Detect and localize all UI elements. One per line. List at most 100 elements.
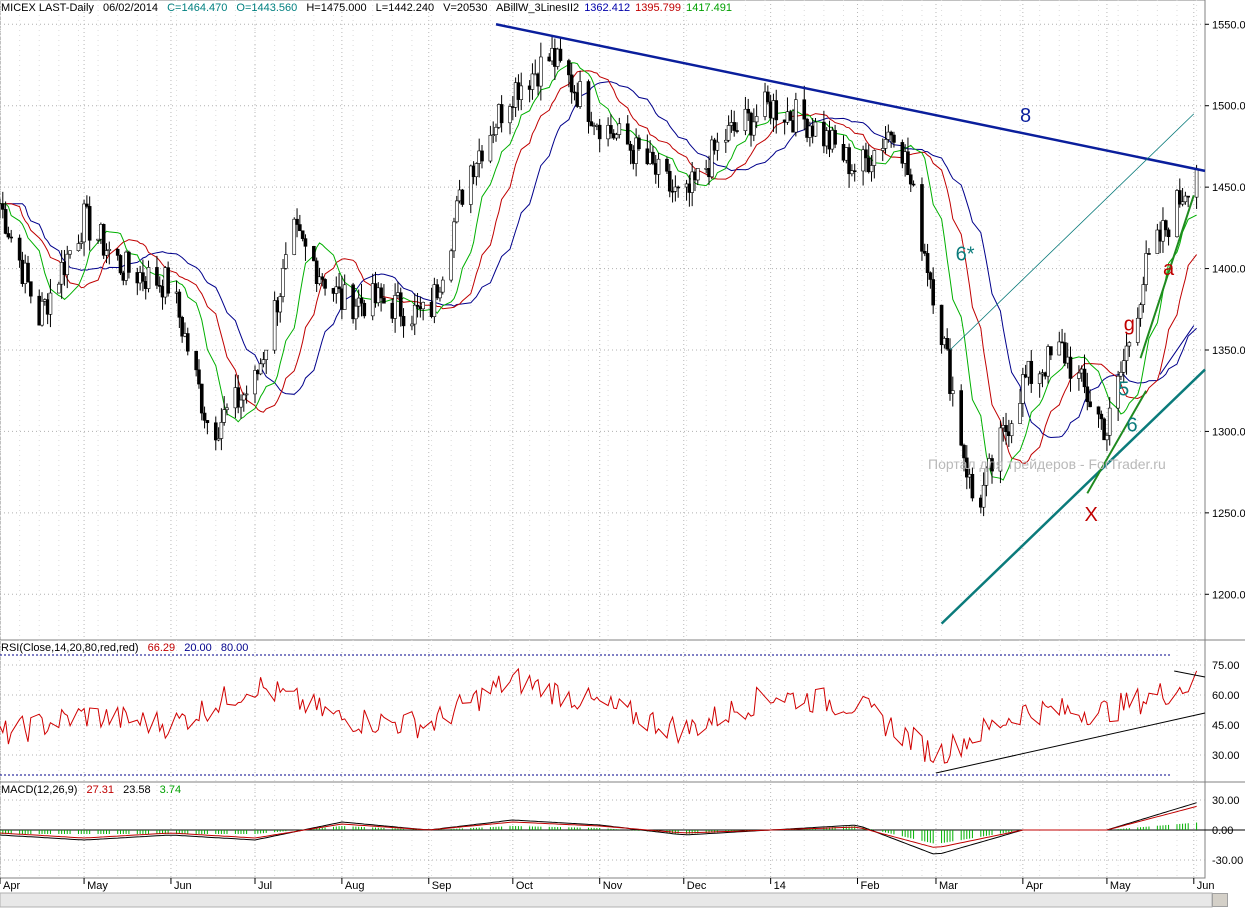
candle-body (754, 116, 759, 123)
candle-body (950, 390, 955, 394)
candle-body (1088, 401, 1092, 408)
indicator-name: ABillW_3LinesII2 (495, 2, 580, 14)
candle-body (1186, 195, 1190, 198)
candle-body (379, 287, 383, 299)
candle-body (494, 126, 498, 136)
candle-body (354, 305, 358, 320)
candle-body (474, 163, 479, 178)
candle-body (205, 420, 210, 424)
rsi-high: 80.00 (220, 642, 249, 654)
candle-body (959, 390, 963, 446)
candle-body (300, 230, 305, 239)
candle-body (438, 291, 442, 299)
rsi-value: 66.29 (147, 642, 176, 654)
candle-body (323, 279, 327, 289)
candle-body (984, 468, 989, 486)
candle-body (65, 253, 70, 276)
scroll-corner[interactable] (1212, 893, 1228, 907)
candle-body (869, 165, 874, 173)
candle-body (401, 315, 406, 327)
candle-body (222, 409, 226, 423)
candle-body (939, 304, 944, 346)
candle-body (1049, 346, 1053, 356)
candle-body (864, 149, 868, 159)
candle-body (194, 350, 198, 371)
candle-body (166, 267, 170, 294)
candle-body (197, 369, 201, 385)
candle-body (410, 323, 414, 327)
candle-body (1099, 413, 1104, 420)
wave-trendline (1159, 325, 1195, 375)
candle-body (298, 224, 302, 232)
candle-body (625, 123, 630, 145)
candle-body (670, 190, 675, 193)
candle-body (861, 149, 865, 172)
candle-body (558, 48, 563, 61)
candle-body (295, 218, 299, 225)
wave-label: 6 (1127, 414, 1138, 436)
horizontal-scrollbar (0, 892, 1213, 908)
candle-body (101, 224, 106, 256)
x-tick-label: Feb (861, 880, 880, 892)
candle-body (85, 203, 89, 207)
candle-body (732, 122, 737, 131)
candle-body (1116, 375, 1120, 409)
candle-body (637, 137, 641, 150)
candle-body (454, 200, 459, 223)
candle-body (242, 394, 246, 401)
candle-body (726, 125, 731, 141)
x-tick-label: May (87, 880, 108, 892)
candle-body (763, 91, 767, 117)
candle-body (508, 106, 512, 124)
candle-body (589, 121, 594, 127)
open-value: O=1443.560 (236, 2, 298, 14)
volume-value: V=20530 (443, 2, 488, 14)
macd-header: MACD(12,26,9) 27.31 23.58 3.74 (1, 784, 187, 796)
candle-body (26, 262, 30, 282)
candle-body (617, 123, 622, 135)
candle-body (460, 189, 465, 205)
candle-body (398, 292, 403, 317)
candle-body (1161, 220, 1165, 242)
candle-body (115, 249, 120, 256)
candle-body (337, 286, 341, 290)
candle-body (177, 291, 182, 318)
x-tick-label: Nov (603, 880, 623, 892)
wave-trendline (1086, 390, 1148, 494)
candle-body (609, 125, 613, 134)
candle-body (656, 158, 661, 175)
wave-trendline (1139, 194, 1195, 359)
wave-label: X (1085, 504, 1098, 526)
candle-body (185, 333, 190, 352)
candle-body (945, 338, 949, 350)
candle-body (673, 186, 678, 192)
candle-body (216, 438, 221, 441)
candle-body (1021, 374, 1025, 404)
candle-body (278, 296, 283, 313)
candle-body (1082, 368, 1087, 388)
candle-body (6, 233, 11, 238)
channel-trendline (949, 113, 1195, 351)
candle-body (393, 295, 397, 319)
candle-body (96, 238, 100, 241)
candle-body (141, 272, 145, 282)
candle-body (911, 183, 916, 186)
price-tick-label: 1200.0 (1212, 589, 1245, 601)
indicator-line-1: 1362.412 (584, 2, 631, 14)
candle-body (1096, 406, 1101, 415)
candle-body (76, 243, 81, 252)
macd-tick-label: 30.00 (1212, 795, 1240, 807)
candle-body (199, 383, 204, 414)
close-value: C=1464.470 (167, 2, 228, 14)
candle-body (578, 81, 582, 107)
price-tick-label: 1550.0 (1212, 19, 1245, 31)
candle-body (480, 150, 484, 162)
plot-frame (0, 0, 1206, 879)
candle-body (317, 276, 322, 285)
candle-body (303, 238, 308, 247)
candle-body (1163, 220, 1168, 231)
candle-body (1107, 407, 1112, 436)
candle-body (219, 422, 224, 439)
macd-signal-line (0, 805, 1197, 848)
candle-body (948, 348, 952, 394)
